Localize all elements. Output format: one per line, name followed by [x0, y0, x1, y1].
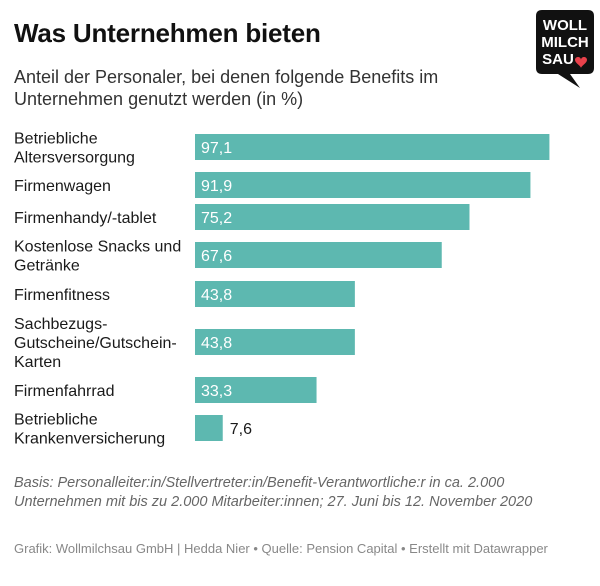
bar-value-label: 43,8	[201, 287, 232, 304]
bar-chart: 97,1 Betriebliche Altersversorgung 91,9 Firm…	[14, 131, 550, 448]
bar	[195, 281, 355, 307]
bar-value-label: 7,6	[230, 421, 252, 438]
category-label: Firmenhandy/-tablet	[14, 210, 157, 227]
bar	[195, 172, 531, 198]
category-label: Sachbezugs-Gutscheine/Gutschein-Karten	[14, 316, 177, 371]
bar	[195, 134, 550, 160]
logo-text-line1: WOLL	[543, 17, 587, 34]
logo-text-line3: SAU	[542, 51, 574, 68]
bar-value-label: 97,1	[201, 140, 232, 157]
category-label: Firmenfitness	[14, 287, 110, 304]
chart-subtitle: Anteil der Personaler, bei denen folgend…	[14, 67, 439, 109]
category-label: Firmenwagen	[14, 178, 111, 195]
bar	[195, 415, 223, 441]
heart-icon	[575, 57, 587, 68]
wollmilchsau-logo: WOLL MILCH SAU	[536, 10, 594, 88]
bar	[195, 204, 470, 230]
logo-speech-bubble	[536, 10, 594, 88]
category-label: Betriebliche Krankenversicherung	[14, 412, 165, 448]
category-label: Firmenfahrrad	[14, 383, 114, 400]
bar	[195, 329, 355, 355]
category-label: Betriebliche Altersversorgung	[14, 131, 135, 167]
bar	[195, 242, 442, 268]
bar-value-label: 43,8	[201, 335, 232, 352]
chart-notes: Basis: Personalleiter:in/Stellvertreter:…	[14, 475, 533, 510]
bar-value-label: 91,9	[201, 178, 232, 195]
logo-text-line2: MILCH	[541, 34, 589, 51]
bar-value-label: 67,6	[201, 248, 232, 265]
bar	[195, 377, 317, 403]
chart-credit: Grafik: Wollmilchsau GmbH | Hedda Nier •…	[14, 541, 548, 556]
chart-title: Was Unternehmen bieten	[14, 18, 321, 48]
bar-value-label: 75,2	[201, 210, 232, 227]
category-label: Kostenlose Snacks und Getränke	[14, 239, 181, 275]
bar-value-label: 33,3	[201, 383, 232, 400]
